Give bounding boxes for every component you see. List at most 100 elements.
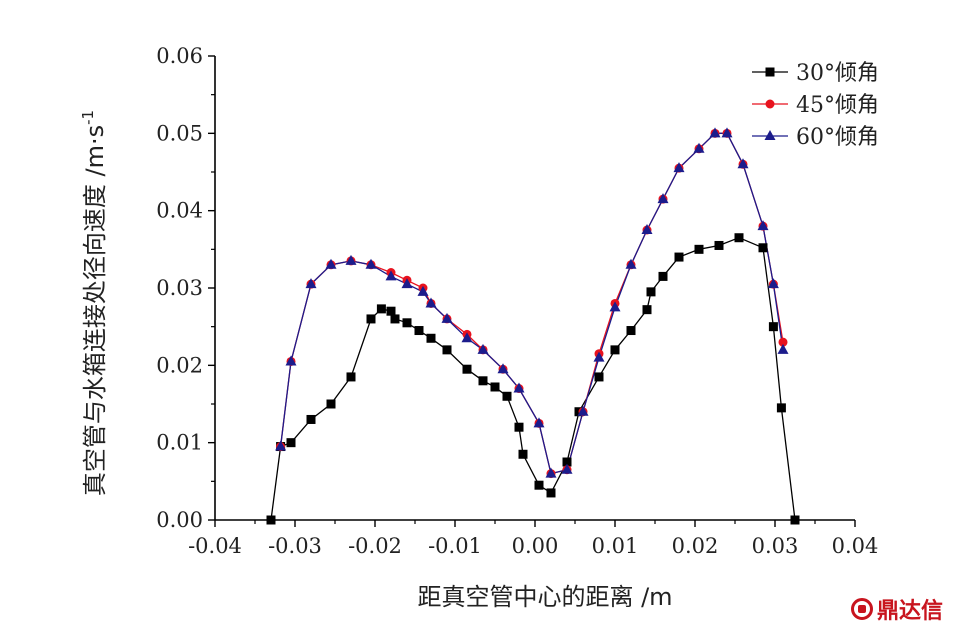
watermark: 鼎达信	[850, 593, 943, 625]
series-line-2	[279, 132, 784, 475]
data-point	[609, 301, 621, 312]
data-point	[365, 258, 377, 269]
data-point	[641, 224, 653, 234]
data-point	[478, 376, 488, 386]
y-ticks: 0.00 0.01 0.02 0.03 0.04 0.05 0.06	[156, 44, 215, 532]
x-tick-label: -0.01	[428, 534, 482, 558]
x-tick-label: 0.04	[832, 534, 879, 558]
data-point	[674, 252, 684, 262]
data-point	[285, 355, 297, 366]
series-lines	[270, 132, 796, 521]
data-point	[286, 438, 296, 448]
x-tick-label: 0.01	[592, 534, 639, 558]
x-axis-title: 距真空管中心的距离 /m	[417, 583, 672, 611]
data-point	[594, 372, 604, 382]
data-point	[442, 345, 452, 355]
data-point	[345, 254, 357, 265]
data-point	[673, 162, 685, 173]
data-point	[734, 233, 744, 243]
data-point	[562, 457, 572, 467]
legend-label: 30°倾角	[796, 61, 879, 86]
y-tick-label: 0.04	[156, 199, 203, 223]
data-point	[593, 351, 605, 362]
data-point	[737, 158, 749, 169]
x-tick-label: 0.00	[512, 534, 559, 558]
data-point	[366, 314, 376, 324]
data-point	[768, 322, 778, 332]
data-point	[778, 337, 788, 347]
data-point	[658, 271, 668, 281]
data-point	[646, 287, 656, 297]
data-point	[534, 480, 544, 490]
legend-marker	[764, 130, 776, 140]
y-tick-label: 0.00	[156, 508, 203, 532]
data-point	[709, 127, 721, 138]
data-point	[767, 278, 779, 289]
data-point	[518, 449, 528, 459]
y-tick-label: 0.01	[156, 431, 203, 455]
data-point	[441, 312, 453, 323]
legend-label: 60°倾角	[796, 125, 879, 150]
series-markers-1	[266, 233, 800, 525]
data-point	[694, 244, 704, 254]
data-point	[513, 382, 525, 393]
x-tick-label: -0.03	[268, 534, 322, 558]
watermark-logo-icon	[850, 598, 873, 620]
data-point	[461, 332, 473, 343]
data-point	[657, 193, 669, 204]
y-axis-title-main: 真空管与水箱连接处径向速度 /m·s	[81, 125, 109, 496]
data-point	[545, 467, 557, 478]
data-point	[533, 417, 545, 428]
data-point	[514, 422, 524, 432]
data-point	[417, 285, 429, 296]
x-tick-label: 0.02	[672, 534, 719, 558]
data-point	[426, 333, 436, 343]
legend-marker	[765, 67, 775, 77]
data-point	[776, 403, 786, 413]
data-point	[610, 345, 620, 355]
series-line-3	[279, 132, 784, 475]
y-tick-label: 0.02	[156, 353, 203, 377]
data-point	[305, 278, 317, 289]
legend: 30°倾角 45°倾角 60°倾角	[752, 61, 879, 150]
data-point	[414, 326, 424, 336]
data-point	[777, 343, 789, 354]
series-markers-2	[276, 128, 788, 479]
data-point	[275, 440, 287, 451]
y-tick-label: 0.06	[156, 44, 203, 68]
legend-label: 45°倾角	[796, 93, 879, 118]
data-point	[642, 305, 652, 315]
data-point	[385, 270, 397, 281]
y-tick-label: 0.05	[156, 121, 203, 145]
data-point	[402, 318, 412, 328]
data-point	[490, 382, 500, 392]
data-point	[401, 278, 413, 289]
data-point	[790, 515, 800, 525]
data-point	[502, 391, 512, 401]
data-point	[462, 364, 472, 374]
data-point	[346, 372, 356, 382]
data-point	[714, 240, 724, 250]
x-tick-label: 0.03	[752, 534, 799, 558]
series-markers	[266, 127, 800, 525]
data-point	[577, 405, 589, 416]
data-point	[326, 399, 336, 409]
data-point	[626, 326, 636, 336]
data-point	[425, 297, 437, 308]
x-ticks: -0.04 -0.03 -0.02 -0.01 0.00 0.01 0.02 0.03 0.04	[188, 520, 878, 558]
series-markers-3	[275, 127, 789, 478]
data-point	[386, 306, 396, 316]
watermark-text: 鼎达信	[876, 599, 943, 624]
data-point	[266, 515, 276, 525]
y-tick-label: 0.03	[156, 276, 203, 300]
data-point	[625, 258, 637, 269]
data-point	[390, 314, 400, 324]
data-point	[693, 142, 705, 153]
data-point	[497, 363, 509, 374]
x-tick-label: -0.04	[188, 534, 242, 558]
legend-marker	[765, 99, 775, 109]
data-point	[477, 343, 489, 354]
data-point	[546, 488, 556, 498]
y-axis-title: 真空管与水箱连接处径向速度 /m·s-1	[79, 110, 109, 496]
